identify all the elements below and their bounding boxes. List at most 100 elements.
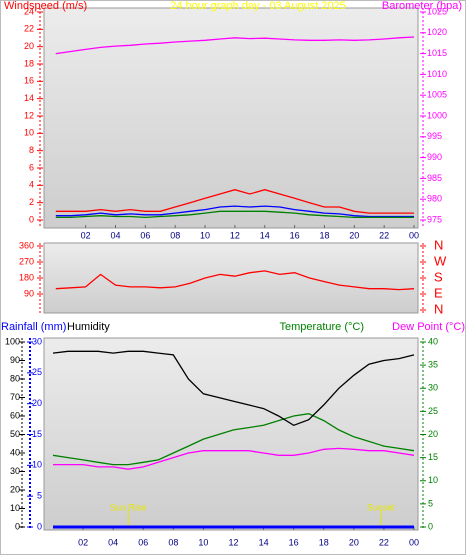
x-tick-label: 02	[81, 230, 91, 240]
y2-tick-label: 990	[427, 152, 442, 162]
x-tick-label: 08	[168, 537, 178, 547]
y-tick-label: 18	[24, 58, 34, 68]
y3-axis-title: Rainfall (mm)	[1, 321, 66, 333]
y2-tick-label: 1025	[427, 6, 447, 16]
y-tick-label: 50	[10, 429, 20, 439]
y3-tick-label: 0	[37, 521, 42, 531]
y2-tick-label: 1005	[427, 90, 447, 100]
data-line	[55, 205, 414, 218]
x-tick-label: 00	[409, 230, 419, 240]
x-tick-label: 22	[379, 230, 389, 240]
y-tick-label: 180	[19, 272, 34, 282]
y2-tick-label: 995	[427, 131, 442, 141]
y-axis-title: Windspeed (m/s)	[4, 0, 87, 12]
x-tick-label: 10	[198, 537, 208, 547]
data-line	[55, 189, 414, 214]
y-tick-label: 6	[29, 162, 34, 172]
y2-tick-label: E	[434, 285, 443, 300]
y2-tick-label: N	[434, 237, 443, 252]
y-tick-label: 270	[19, 256, 34, 266]
y-tick-label: 20	[24, 41, 34, 51]
y-tick-label: 0	[15, 521, 20, 531]
y-tick-label: 22	[24, 24, 34, 34]
y2-axis-title: Temperature (°C)	[280, 321, 364, 333]
data-line	[55, 36, 415, 55]
y-tick-label: 100	[5, 336, 20, 346]
panel-temperature	[43, 337, 419, 531]
y2-tick-label: N	[434, 301, 443, 316]
y-tick-label: 24	[24, 6, 34, 16]
x-tick-label: 00	[409, 537, 419, 547]
y-tick-label: 70	[10, 392, 20, 402]
y2-tick-label: 1020	[427, 27, 447, 37]
y-tick-label: 8	[29, 145, 34, 155]
y-tick-label: 16	[24, 76, 34, 86]
y-tick-label: 30	[10, 466, 20, 476]
y2-axis-title: Barometer (hpa)	[382, 0, 462, 12]
x-tick-label: 02	[78, 537, 88, 547]
y3-tick-label: 10	[32, 460, 42, 470]
y2-tick-label: 15	[428, 452, 438, 462]
panel-wind	[43, 7, 419, 229]
y2-tick-label: 980	[427, 194, 442, 204]
chart-title: 24 hour graph day - 03 August 2025	[170, 0, 346, 12]
y2-tick-label: 975	[427, 214, 442, 224]
y2-tick-label: W	[434, 253, 447, 268]
data-line	[52, 350, 415, 427]
y-tick-label: 60	[10, 410, 20, 420]
data-line	[55, 270, 415, 291]
y3-tick-label: 30	[32, 336, 42, 346]
y2-axis-title-alt: Dew Point (°C)	[392, 321, 465, 333]
y2-tick-label: 0	[428, 521, 433, 531]
y-tick-label: 90	[24, 288, 34, 298]
y-tick-label: 40	[10, 447, 20, 457]
x-tick-label: 08	[170, 230, 180, 240]
y-tick-label: 14	[24, 93, 34, 103]
x-tick-label: 16	[289, 537, 299, 547]
panel-direction	[43, 242, 419, 314]
x-tick-label: 20	[349, 537, 359, 547]
y-tick-label: 90	[10, 355, 20, 365]
x-tick-label: 06	[138, 537, 148, 547]
y-tick-label: 12	[24, 110, 34, 120]
data-line	[53, 447, 415, 470]
x-tick-label: 12	[230, 230, 240, 240]
y-axis-title: Humidity	[67, 321, 110, 333]
y2-tick-label: 1000	[427, 110, 447, 120]
x-tick-label: 16	[290, 230, 300, 240]
x-tick-label: 10	[200, 230, 210, 240]
x-tick-label: 14	[259, 537, 269, 547]
y-tick-label: 10	[24, 128, 34, 138]
y-tick-label: 10	[10, 503, 20, 513]
x-tick-label: 22	[379, 537, 389, 547]
y3-tick-label: 25	[32, 367, 42, 377]
x-tick-label: 12	[228, 537, 238, 547]
y3-tick-label: 20	[32, 398, 42, 408]
x-tick-label: 18	[319, 537, 329, 547]
y-tick-label: 4	[29, 180, 34, 190]
y2-tick-label: 1015	[427, 48, 447, 58]
y2-tick-label: 1010	[427, 69, 447, 79]
y2-tick-label: 25	[428, 406, 438, 416]
y-tick-label: 2	[29, 197, 34, 207]
x-tick-label: 06	[140, 230, 150, 240]
y2-tick-label: 30	[428, 383, 438, 393]
y2-tick-label: S	[434, 269, 443, 284]
x-tick-label: 04	[110, 230, 120, 240]
y2-tick-label: 10	[428, 475, 438, 485]
x-tick-label: 18	[319, 230, 329, 240]
annotation-label: Sun Rise	[110, 502, 147, 512]
data-line	[55, 210, 414, 219]
y-tick-label: 80	[10, 373, 20, 383]
y-tick-label: 20	[10, 484, 20, 494]
x-tick-label: 14	[260, 230, 270, 240]
y2-tick-label: 40	[428, 336, 438, 346]
y-tick-label: 360	[19, 240, 34, 250]
annotation-label: Sunset	[367, 502, 396, 512]
y2-tick-label: 5	[428, 498, 433, 508]
y2-tick-label: 20	[428, 429, 438, 439]
data-line	[52, 413, 415, 466]
y2-tick-label: 35	[428, 360, 438, 370]
y3-tick-label: 5	[37, 491, 42, 501]
